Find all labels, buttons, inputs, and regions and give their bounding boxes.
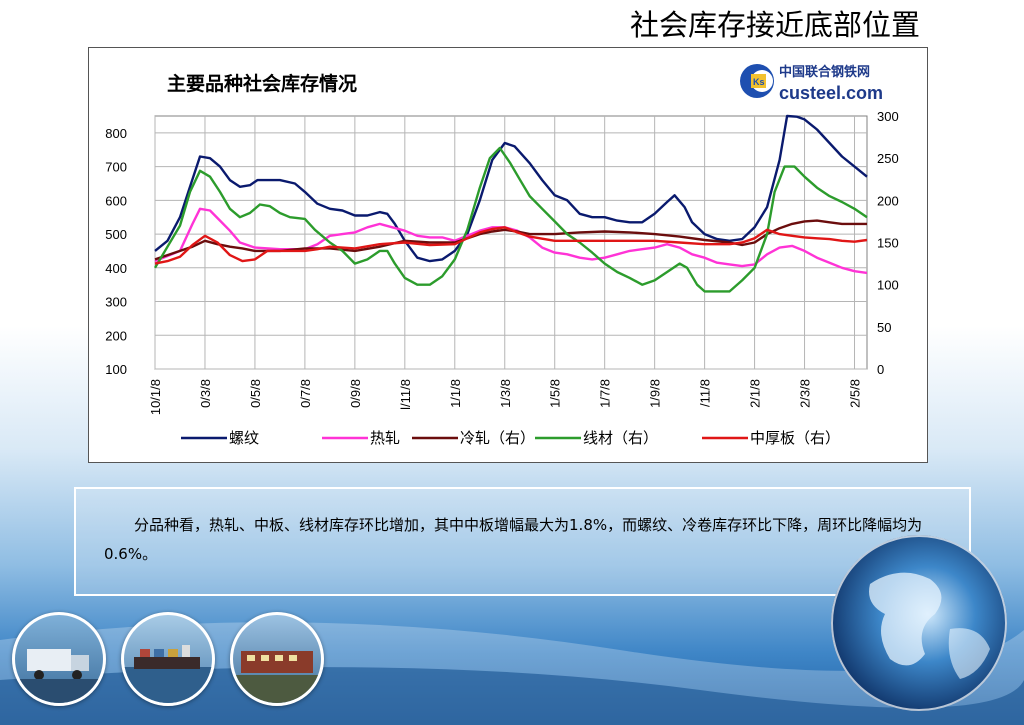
x-tick-label: 2/5/8 — [848, 379, 863, 408]
right-axis-ticks: 0 50 100 150 200 250 300 — [877, 109, 899, 377]
series-line — [153, 146, 868, 293]
y-left-tick-label: 400 — [105, 261, 127, 276]
globe-graphic — [830, 534, 1008, 712]
grid-lines — [154, 116, 867, 370]
summary-textbox: 分品种看，热轧、中板、线材库存环比增加，其中中板增幅最大为1.8%，而螺纹、冷卷… — [74, 487, 971, 596]
truck-photo — [12, 612, 106, 706]
x-tick-label: /11/8 — [698, 379, 713, 407]
x-tick-label: 0/7/8 — [298, 379, 313, 408]
x-tick-label: 1/3/8 — [498, 379, 513, 408]
chart-title: 主要品种社会库存情况 — [167, 72, 357, 95]
x-tick-label: 1/9/8 — [648, 379, 663, 408]
x-tick-label: 1/1/8 — [448, 379, 463, 408]
y-right-tick-label: 250 — [877, 151, 899, 166]
x-tick-label: 0/9/8 — [348, 379, 363, 408]
series-lines — [153, 114, 868, 293]
y-left-tick-label: 500 — [105, 227, 127, 242]
x-tick-label: 0/3/8 — [198, 379, 213, 408]
inventory-line-chart: 主要品种社会库存情况 Ks 中国联合钢铁网 custeel.com 100 200… — [105, 64, 899, 447]
series-line — [154, 114, 868, 263]
series-line — [154, 226, 868, 265]
legend-label: 中厚板（右） — [750, 429, 840, 447]
legend-label: 热轧 — [370, 429, 400, 447]
x-tick-label: 0/5/8 — [248, 379, 263, 408]
x-tick-label: 1/5/8 — [548, 379, 563, 408]
x-tick-label: 2/1/8 — [748, 379, 763, 408]
ship-photo — [121, 612, 215, 706]
y-right-tick-label: 0 — [877, 362, 884, 377]
x-axis-ticks: 10/1/8 0/3/8 0/5/8 0/7/8 0/9/8 l/11/8 1/1/8 1/3… — [148, 379, 863, 415]
y-left-tick-label: 700 — [105, 160, 127, 175]
y-right-tick-label: 150 — [877, 236, 899, 251]
x-tick-label: l/11/8 — [398, 379, 413, 410]
train-photo — [230, 612, 324, 706]
y-left-tick-label: 100 — [105, 362, 127, 377]
chart-frame: 主要品种社会库存情况 Ks 中国联合钢铁网 custeel.com 100 200… — [88, 47, 928, 463]
logo-en-text: custeel.com — [779, 83, 883, 103]
slide-title: 社会库存接近底部位置 — [629, 8, 920, 42]
custeel-logo: Ks 中国联合钢铁网 custeel.com — [740, 64, 883, 103]
legend: 螺纹 热轧 冷轧（右） 线材（右） 中厚板（右） — [181, 429, 840, 447]
y-left-tick-label: 800 — [105, 126, 127, 141]
logo-cn-text: 中国联合钢铁网 — [779, 64, 870, 80]
left-axis-ticks: 100 200 300 400 500 600 700 800 — [105, 126, 127, 377]
y-right-tick-label: 100 — [877, 278, 899, 293]
y-right-tick-label: 300 — [877, 109, 899, 124]
y-left-tick-label: 200 — [105, 328, 127, 343]
summary-text: 分品种看，热轧、中板、线材库存环比增加，其中中板增幅最大为1.8%，而螺纹、冷卷… — [104, 516, 923, 563]
x-tick-label: 2/3/8 — [798, 379, 813, 408]
legend-label: 线材（右） — [583, 429, 658, 447]
plot-area — [154, 115, 868, 370]
y-right-tick-label: 50 — [877, 320, 891, 335]
y-right-tick-label: 200 — [877, 193, 899, 208]
logo-mark: Ks — [753, 77, 765, 87]
legend-label: 冷轧（右） — [460, 429, 535, 447]
x-tick-label: 1/7/8 — [598, 379, 613, 408]
x-tick-label: 10/1/8 — [148, 379, 163, 415]
y-left-tick-label: 300 — [105, 295, 127, 310]
legend-label: 螺纹 — [229, 429, 259, 447]
y-left-tick-label: 600 — [105, 193, 127, 208]
